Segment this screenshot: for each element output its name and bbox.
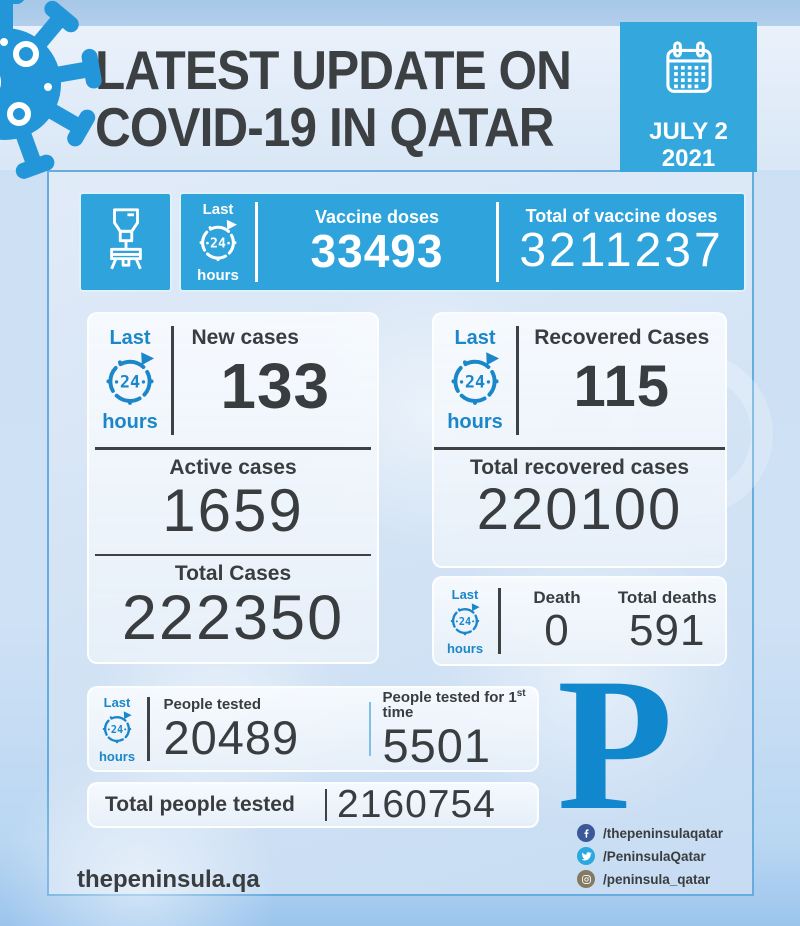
- divider: [147, 697, 150, 761]
- total-people-tested-label: Total people tested: [105, 793, 295, 816]
- last-24-hours-block: Last 24 hours: [447, 327, 503, 434]
- last-label: Last: [103, 694, 131, 710]
- svg-text:24: 24: [111, 724, 123, 735]
- svg-text:24: 24: [465, 372, 485, 392]
- recovered-cases-label: Recovered Cases: [534, 326, 710, 349]
- facebook-handle: /thepeninsulaqatar: [603, 825, 724, 841]
- instagram-link[interactable]: /peninsula_qatar: [577, 870, 723, 888]
- calendar-icon: [658, 38, 720, 105]
- twitter-link[interactable]: /PeninsulaQatar: [577, 847, 723, 865]
- clock-24-icon: 24: [196, 218, 240, 267]
- svg-text:24: 24: [120, 372, 140, 392]
- active-cases-label: Active cases: [169, 455, 297, 479]
- total-people-tested-value: 2160754: [337, 783, 496, 826]
- total-tested-panel: Total people tested 2160754: [87, 782, 539, 828]
- tested-panel: Last 24 hours People tested 20489 People…: [87, 686, 539, 772]
- peninsula-logo: P: [557, 640, 674, 850]
- total-cases-label: Total Cases: [174, 562, 292, 585]
- facebook-icon: [577, 824, 595, 842]
- recovered-panel: Last 24 hours Recovered Cases 115 Total …: [432, 312, 727, 568]
- social-links: /thepeninsulaqatar /PeninsulaQatar /peni…: [577, 824, 723, 888]
- people-tested-value: 20489: [163, 711, 300, 764]
- vaccine-doses-stat: Vaccine doses 33493: [258, 194, 496, 290]
- instagram-icon: [577, 870, 595, 888]
- vaccine-banner: Last 24 hours Vaccine doses 33493 Total …: [179, 192, 746, 292]
- people-tested-first-time-value: 5501: [382, 719, 492, 772]
- divider: [496, 202, 499, 282]
- coronavirus-icon: [0, 0, 105, 192]
- divider: [255, 202, 258, 282]
- new-cases-value: 133: [220, 350, 331, 422]
- page-title: LATEST UPDATE ON COVID-19 IN QATAR: [95, 39, 572, 158]
- last-24-hours-block: Last 24 hours: [447, 587, 483, 656]
- vaccine-doses-label: Vaccine doses: [314, 207, 440, 228]
- total-deaths-label: Total deaths: [617, 588, 717, 607]
- syringe-icon: [90, 198, 162, 287]
- divider: [325, 789, 327, 821]
- divider: [95, 447, 371, 450]
- clock-24-icon: 24: [102, 350, 158, 411]
- hours-label: hours: [102, 411, 158, 433]
- last-24-hours-block: Last 24 hours: [181, 194, 255, 290]
- date-box: JULY 2 2021: [620, 22, 757, 172]
- hours-label: hours: [446, 640, 484, 656]
- vaccine-doses-value: 33493: [310, 225, 444, 278]
- total-recovered-value: 220100: [476, 476, 683, 542]
- facebook-link[interactable]: /thepeninsulaqatar: [577, 824, 723, 842]
- svg-text:24: 24: [459, 616, 471, 627]
- divider: [498, 588, 501, 654]
- last-label: Last: [451, 586, 479, 602]
- active-cases-value: 1659: [162, 476, 304, 544]
- total-cases-value: 222350: [121, 583, 345, 653]
- svg-text:24: 24: [210, 236, 226, 251]
- new-cases-label: New cases: [191, 326, 299, 349]
- date-year: 2021: [661, 144, 716, 172]
- death-label: Death: [533, 588, 581, 607]
- hours-label: hours: [447, 411, 503, 433]
- last-label: Last: [109, 327, 151, 349]
- twitter-icon: [577, 847, 595, 865]
- clock-24-icon: 24: [448, 602, 482, 641]
- people-tested-label: People tested: [163, 696, 262, 713]
- total-recovered-label: Total recovered cases: [469, 455, 690, 479]
- date-month-day: JULY 2: [649, 118, 728, 145]
- syringe-icon-box: [79, 192, 172, 292]
- clock-24-icon: 24: [447, 350, 503, 411]
- hours-label: hours: [197, 266, 239, 284]
- total-vaccine-doses-stat: Total of vaccine doses 3211237: [499, 194, 744, 290]
- last-label: Last: [202, 200, 234, 218]
- divider: [171, 326, 174, 435]
- last-24-hours-block: Last 24 hours: [99, 695, 135, 764]
- content-frame: Last 24 hours Vaccine doses 33493 Total …: [0, 170, 773, 926]
- total-vaccine-doses-label: Total of vaccine doses: [525, 206, 718, 227]
- title-line-2: COVID-19 IN QATAR: [95, 95, 555, 158]
- total-vaccine-doses-value: 3211237: [519, 224, 724, 278]
- title-line-1: LATEST UPDATE ON: [95, 39, 572, 101]
- divider: [95, 553, 371, 556]
- people-tested-first-time-label: People tested for 1st time: [382, 688, 526, 721]
- recovered-cases-value: 115: [573, 354, 671, 419]
- twitter-handle: /PeninsulaQatar: [603, 848, 706, 864]
- instagram-handle: /peninsula_qatar: [603, 871, 711, 887]
- cases-panel: Last 24 hours New cases 133 Active cases…: [87, 312, 379, 664]
- divider: [434, 447, 725, 450]
- hours-label: hours: [98, 748, 136, 764]
- clock-24-icon: 24: [100, 710, 134, 749]
- last-24-hours-block: Last 24 hours: [102, 327, 158, 434]
- website-link[interactable]: thepeninsula.qa: [77, 866, 260, 893]
- divider: [368, 702, 371, 756]
- last-label: Last: [454, 327, 496, 349]
